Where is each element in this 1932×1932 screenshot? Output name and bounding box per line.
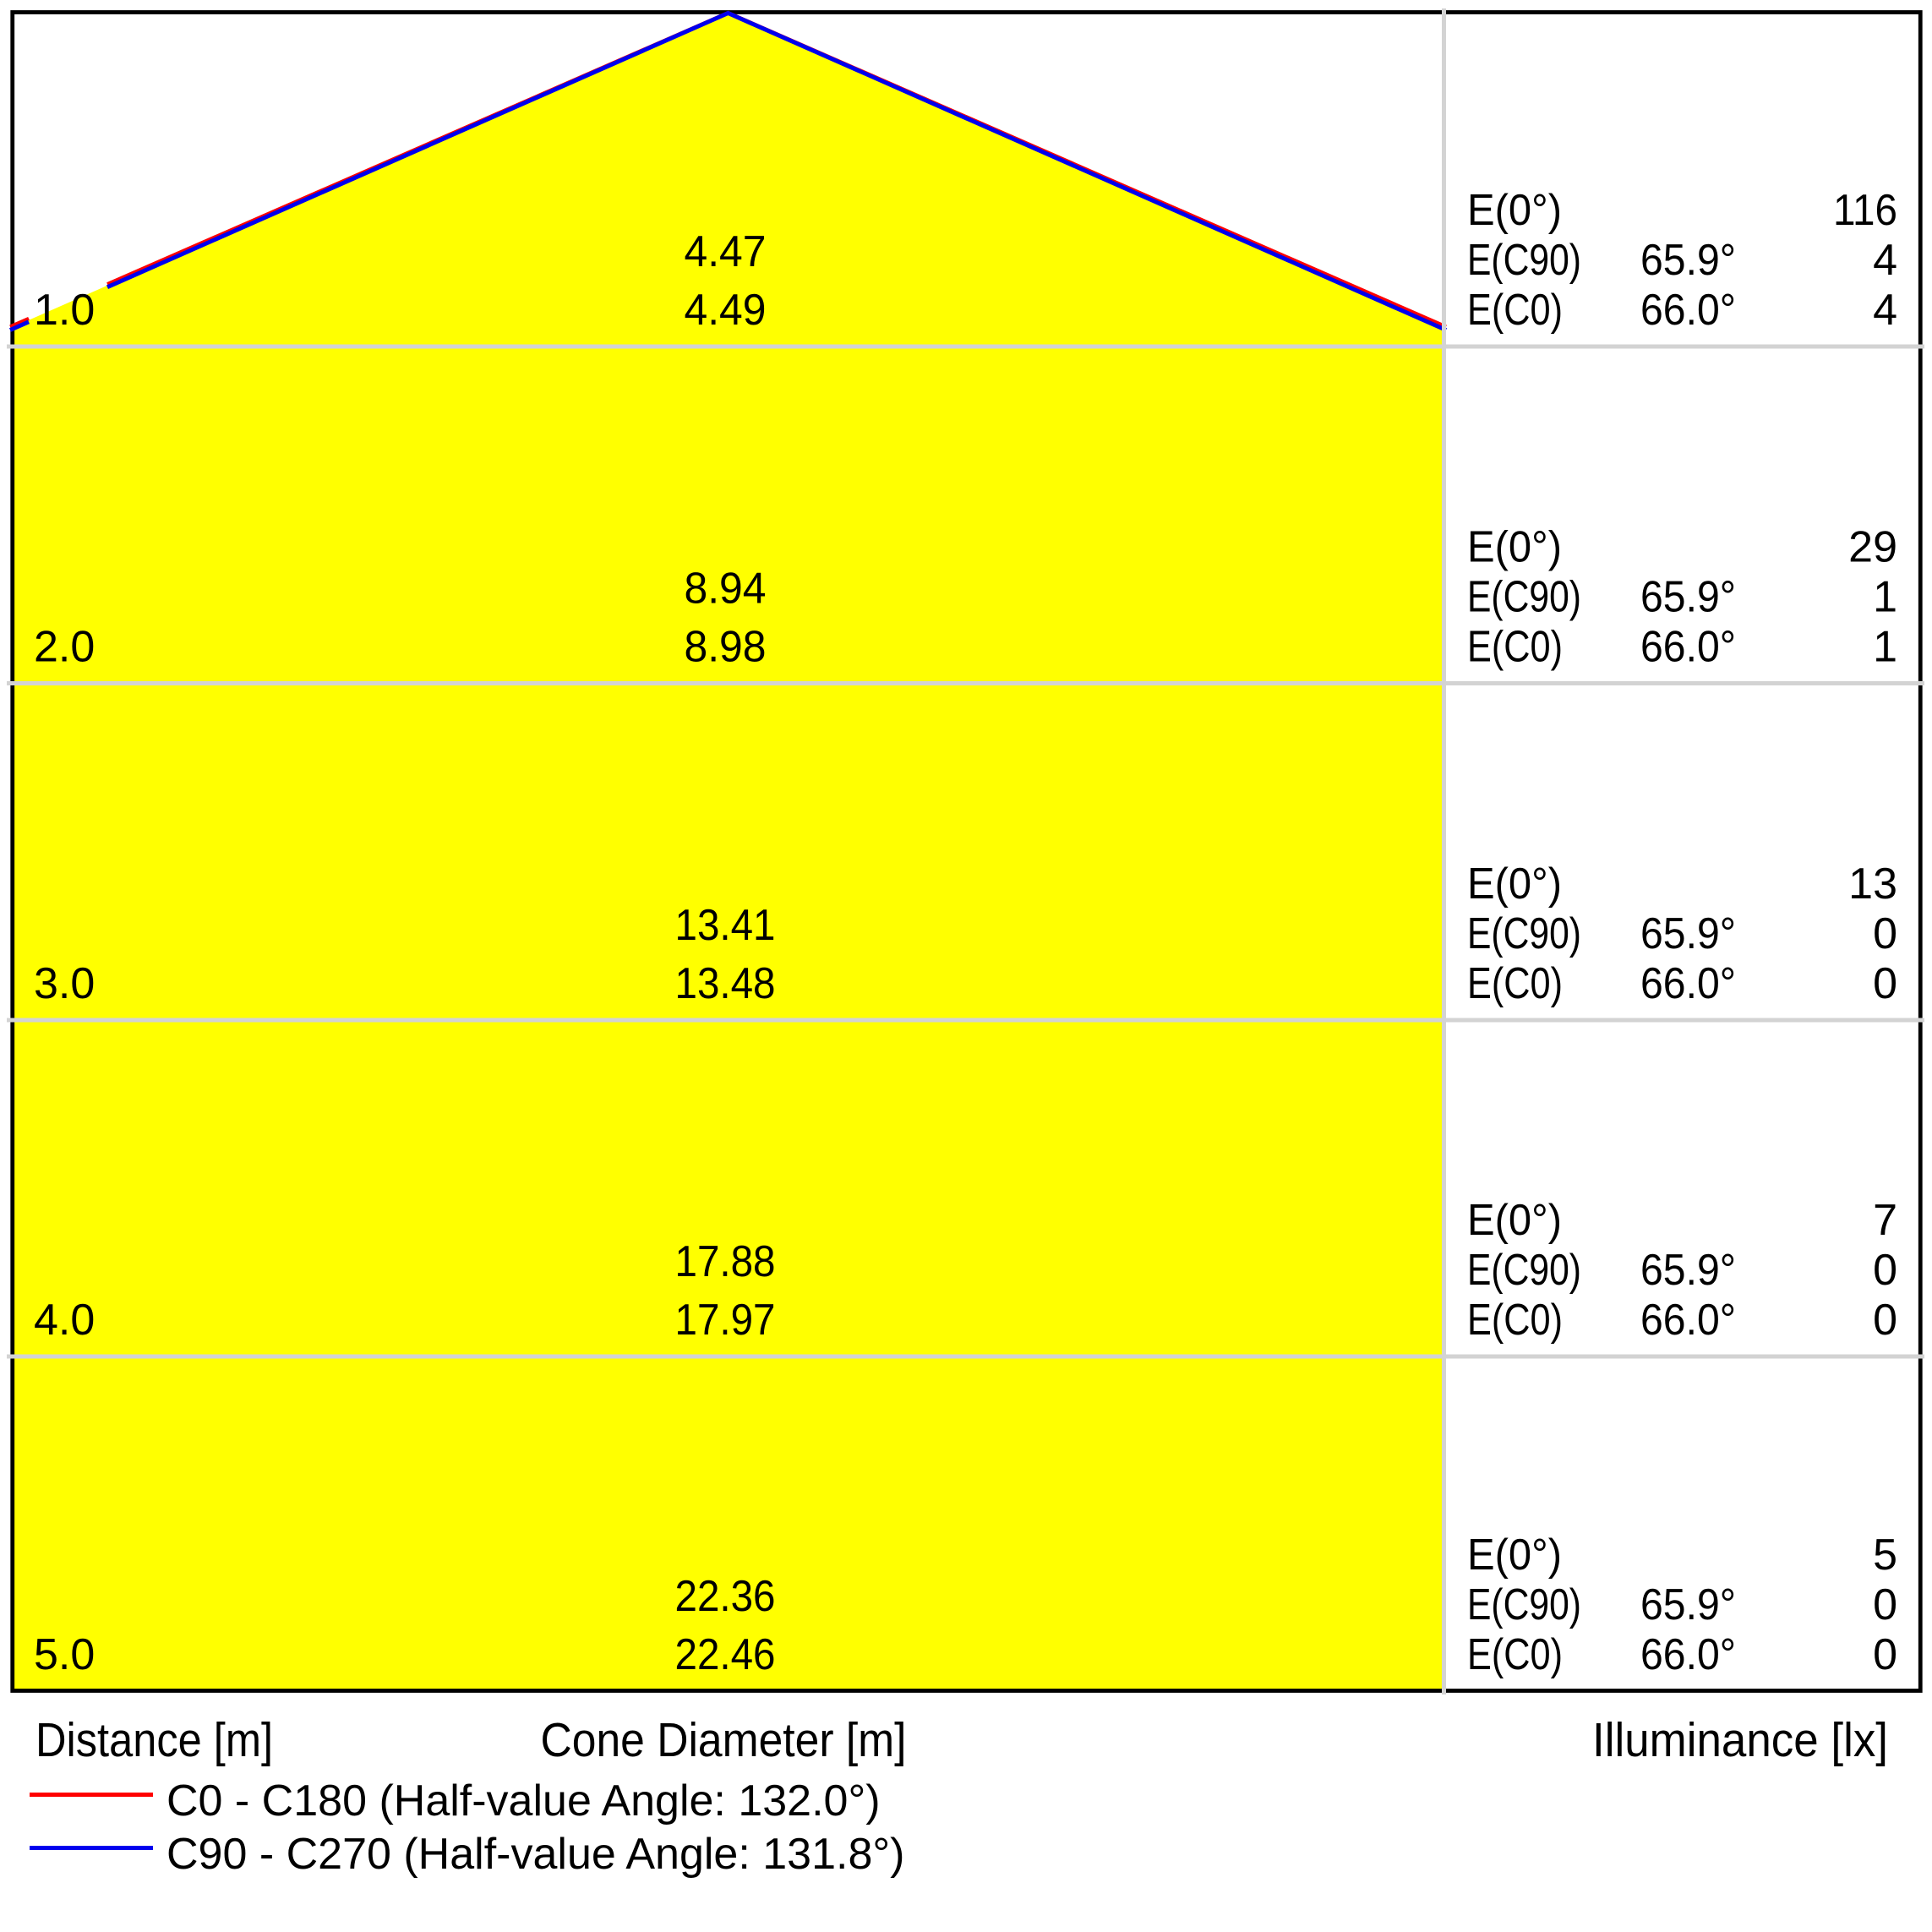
svg-text:4: 4 [1873,286,1897,335]
svg-text:C90 - C270 (Half-value Angle:: C90 - C270 (Half-value Angle: 131.8°) [166,1830,905,1879]
svg-text:E(C0): E(C0) [1467,1630,1563,1679]
svg-text:5.0: 5.0 [34,1630,95,1679]
svg-text:4.0: 4.0 [34,1296,95,1345]
svg-text:0: 0 [1873,1580,1897,1629]
svg-text:0: 0 [1873,959,1897,1008]
svg-text:1: 1 [1873,573,1897,622]
svg-text:C0 - C180 (Half-value Angle: 1: C0 - C180 (Half-value Angle: 132.0°) [166,1776,881,1826]
svg-text:E(C90): E(C90) [1467,909,1581,958]
svg-text:2.0: 2.0 [34,623,95,672]
svg-text:E(C0): E(C0) [1467,623,1563,672]
svg-text:17.97: 17.97 [675,1296,776,1345]
svg-text:5: 5 [1873,1531,1897,1580]
svg-text:E(C90): E(C90) [1467,573,1581,622]
svg-text:65.9°: 65.9° [1640,573,1736,622]
svg-text:13.41: 13.41 [675,901,776,950]
svg-text:Distance [m]: Distance [m] [35,1713,273,1767]
svg-text:E(0°): E(0°) [1467,186,1562,235]
svg-text:E(C90): E(C90) [1467,236,1581,285]
svg-text:13: 13 [1848,860,1897,909]
svg-text:0: 0 [1873,1246,1897,1295]
svg-text:Illuminance [lx]: Illuminance [lx] [1592,1713,1888,1767]
svg-text:E(0°): E(0°) [1467,1196,1562,1245]
svg-text:E(C0): E(C0) [1467,286,1563,335]
svg-text:22.36: 22.36 [675,1572,776,1621]
svg-text:E(C0): E(C0) [1467,959,1563,1008]
svg-text:65.9°: 65.9° [1640,1246,1736,1295]
svg-text:65.9°: 65.9° [1640,1580,1736,1629]
svg-text:8.94: 8.94 [685,565,767,614]
svg-text:66.0°: 66.0° [1640,1630,1736,1679]
svg-text:0: 0 [1873,1630,1897,1679]
svg-text:13.48: 13.48 [675,959,776,1008]
svg-text:1.0: 1.0 [34,286,95,335]
svg-text:7: 7 [1873,1196,1897,1245]
svg-text:22.46: 22.46 [675,1630,776,1679]
svg-text:4.49: 4.49 [685,286,767,335]
svg-text:65.9°: 65.9° [1640,236,1736,285]
svg-text:65.9°: 65.9° [1640,909,1736,958]
svg-text:E(0°): E(0°) [1467,860,1562,909]
svg-text:66.0°: 66.0° [1640,1296,1736,1345]
svg-text:E(C0): E(C0) [1467,1296,1563,1345]
svg-text:E(0°): E(0°) [1467,1531,1562,1580]
svg-text:17.88: 17.88 [675,1237,776,1286]
svg-text:66.0°: 66.0° [1640,286,1736,335]
svg-text:4.47: 4.47 [685,227,767,276]
svg-text:1: 1 [1873,623,1897,672]
svg-text:0: 0 [1873,1296,1897,1345]
svg-text:4: 4 [1873,236,1897,285]
svg-text:29: 29 [1848,523,1897,572]
svg-text:E(C90): E(C90) [1467,1580,1581,1629]
svg-text:0: 0 [1873,909,1897,958]
svg-text:E(C90): E(C90) [1467,1246,1581,1295]
svg-text:Cone Diameter [m]: Cone Diameter [m] [541,1713,907,1767]
svg-text:116: 116 [1833,186,1897,235]
svg-text:66.0°: 66.0° [1640,959,1736,1008]
svg-text:E(0°): E(0°) [1467,523,1562,572]
svg-text:3.0: 3.0 [34,959,95,1008]
svg-text:8.98: 8.98 [685,623,767,672]
svg-text:66.0°: 66.0° [1640,623,1736,672]
